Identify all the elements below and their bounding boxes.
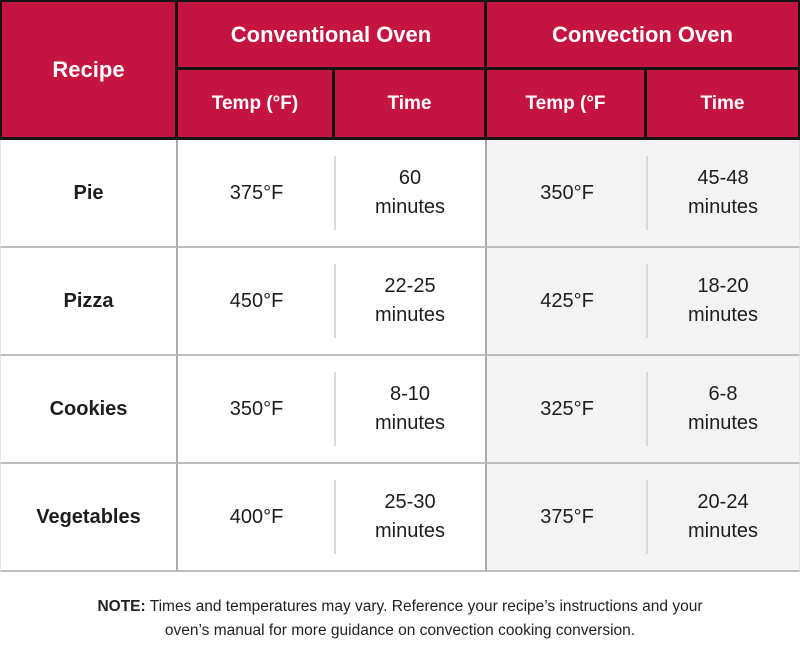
header-cell-conventional-temp: Temp (°F)	[178, 70, 335, 140]
temp-value: 375°F	[229, 181, 284, 204]
time-value: 18-20 minutes	[687, 275, 759, 326]
recipe-name: Pie	[73, 181, 104, 204]
footnote: NOTE: Times and temperatures may vary. R…	[80, 595, 720, 643]
header-cell-conventional-time: Time	[335, 70, 487, 140]
time-value: 22-25 minutes	[374, 275, 446, 326]
convection-time-label: Time	[700, 92, 745, 114]
conventional-time-cell: 22-25 minutes	[334, 248, 487, 356]
time-value: 45-48 minutes	[687, 167, 759, 218]
temp-value: 325°F	[540, 397, 594, 420]
conventional-time-cell: 25-30 minutes	[334, 464, 487, 572]
conventional-temp-cell: 375°F	[178, 140, 335, 248]
conventional-time-label: Time	[387, 92, 432, 114]
recipe-cell: Cookies	[0, 356, 178, 464]
footnote-text: Times and temperatures may vary. Referen…	[149, 598, 703, 640]
convection-time-cell: 20-24 minutes	[646, 464, 800, 572]
header-cell-recipe: Recipe	[0, 0, 178, 140]
conventional-time-cell: 8-10 minutes	[334, 356, 487, 464]
temp-value: 375°F	[540, 505, 594, 528]
temp-value: 350°F	[540, 181, 594, 204]
time-value: 60 minutes	[374, 167, 446, 218]
temp-value: 425°F	[540, 289, 594, 312]
convection-temp-cell: 325°F	[487, 356, 647, 464]
time-value: 6-8 minutes	[687, 383, 759, 434]
recipe-name: Vegetables	[36, 505, 141, 528]
header-cell-convection-temp: Temp (°F	[487, 70, 647, 140]
convection-temp-cell: 350°F	[487, 140, 647, 248]
header-recipe-label: Recipe	[52, 56, 125, 82]
convection-temp-label: Temp (°F	[525, 92, 606, 114]
recipe-cell: Vegetables	[0, 464, 178, 572]
conventional-time-cell: 60 minutes	[334, 140, 487, 248]
conventional-temp-cell: 400°F	[178, 464, 335, 572]
header-cell-convection-time: Time	[647, 70, 800, 140]
header-convection-label: Convection Oven	[552, 21, 733, 47]
temp-value: 450°F	[229, 289, 284, 312]
header-conventional-label: Conventional Oven	[230, 21, 432, 47]
recipe-cell: Pizza	[0, 248, 178, 356]
convection-time-cell: 6-8 minutes	[646, 356, 800, 464]
convection-temp-cell: 425°F	[487, 248, 647, 356]
conventional-temp-label: Temp (°F)	[211, 92, 299, 114]
header-cell-conventional-oven: Conventional Oven	[178, 0, 487, 70]
conventional-temp-cell: 450°F	[178, 248, 335, 356]
recipe-name: Pizza	[63, 289, 114, 312]
time-value: 8-10 minutes	[374, 383, 446, 434]
oven-conversion-table: Recipe Conventional Oven Convection Oven…	[0, 0, 800, 572]
time-value: 20-24 minutes	[687, 491, 759, 542]
convection-temp-cell: 375°F	[487, 464, 647, 572]
time-value: 25-30 minutes	[374, 491, 446, 542]
recipe-cell: Pie	[0, 140, 178, 248]
conventional-temp-cell: 350°F	[178, 356, 335, 464]
convection-time-cell: 18-20 minutes	[646, 248, 800, 356]
temp-value: 400°F	[229, 505, 284, 528]
convection-time-cell: 45-48 minutes	[646, 140, 800, 248]
temp-value: 350°F	[229, 397, 284, 420]
recipe-name: Cookies	[49, 397, 128, 420]
header-cell-convection-oven: Convection Oven	[487, 0, 800, 70]
footnote-label: NOTE:	[97, 598, 146, 615]
